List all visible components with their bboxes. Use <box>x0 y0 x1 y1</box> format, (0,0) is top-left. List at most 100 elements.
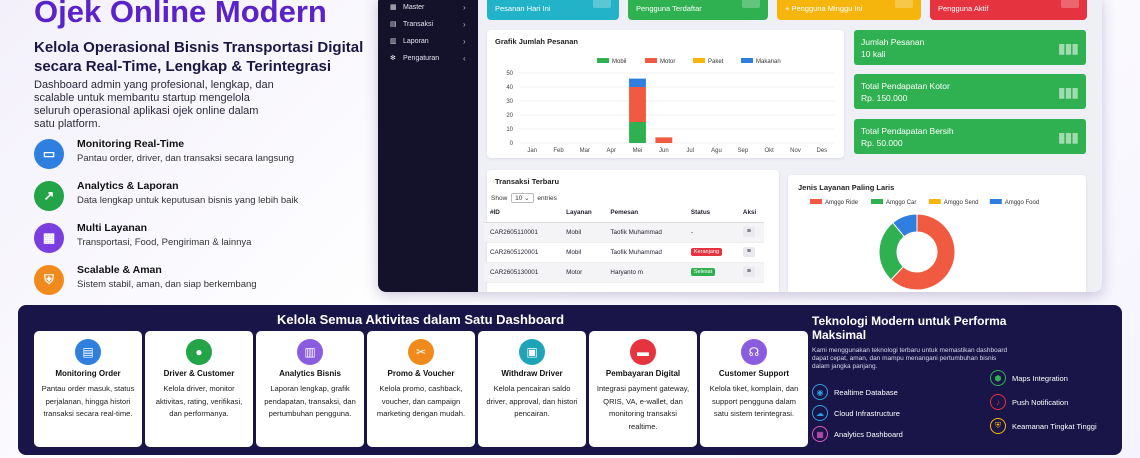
summary-value: 10 kali <box>861 49 886 59</box>
stat-icon <box>593 0 611 8</box>
card-customer-support: ☊ Customer Support Kelola tiket, komplai… <box>700 331 808 447</box>
wallet-icon: ▣ <box>519 339 545 365</box>
cell-status: Selesai <box>684 262 737 283</box>
cell-pemesan: Taofik Muhammad <box>604 222 685 243</box>
legend-swatch <box>989 199 1002 204</box>
chart-title: Grafik Jumlah Pesanan <box>495 37 578 46</box>
sidebar-item-label: Transaksi <box>403 21 434 28</box>
clipboard-icon: ▤ <box>75 339 101 365</box>
report-icon: ▥ <box>390 38 397 45</box>
show-label: Show <box>491 195 508 202</box>
card-title: Withdraw Driver <box>501 369 563 378</box>
headset-icon: ☊ <box>741 339 767 365</box>
stat-pesanan-hari-ini: Pesanan Hari Ini <box>487 0 619 20</box>
sidebar-item-transaksi[interactable]: ▤ Transaksi › <box>378 17 478 34</box>
cell-id: CAR2605110001 <box>484 222 561 243</box>
dashboard-mockup: ▦ Master › ▤ Transaksi › ▥ Laporan › ✻ P… <box>378 0 1102 292</box>
sidebar-item-pengaturan[interactable]: ✻ Pengaturan ‹ <box>378 51 478 68</box>
stat-icon <box>742 0 760 8</box>
table-header[interactable]: Aksi <box>736 204 764 223</box>
feature-title: Monitoring Real-Time <box>77 138 185 150</box>
feature-desc: Data lengkap untuk keputusan bisnis yang… <box>77 195 299 206</box>
table-row: CAR2605120001 Mobil Taofik Muhammad Kera… <box>484 242 764 263</box>
hero-title: Ojek Online Modern <box>34 0 327 29</box>
sidebar-item-master[interactable]: ▦ Master › <box>378 0 478 17</box>
tech-item-label: Push Notification <box>1012 398 1069 407</box>
y-tick-label: 30 <box>506 99 513 105</box>
tech-item-label: Analytics Dashboard <box>834 430 903 439</box>
pie-chart-card: Jenis Layanan Paling Laris Amggo Ride Amg… <box>788 175 1086 292</box>
card-title: Analytics Bisnis <box>279 369 341 378</box>
stat-label: Pesanan Hari Ini <box>495 4 551 13</box>
tech-item-label: Realtime Database <box>834 388 898 397</box>
summary-value: Rp. 50.000 <box>861 138 903 148</box>
y-tick-label: 50 <box>506 71 513 77</box>
tech-title: Teknologi Modern untuk Performa Maksimal <box>812 314 1007 342</box>
feature-multi-layanan: ▦ Multi Layanan Transportasi, Food, Peng… <box>34 222 364 255</box>
feature-desc: Sistem stabil, aman, dan siap berkembang <box>77 279 257 290</box>
table-header[interactable]: Pemesan <box>604 204 685 223</box>
card-analytics-bisnis: ▥ Analytics Bisnis Laporan lengkap, graf… <box>256 331 364 447</box>
bar-chart-card: Grafik Jumlah Pesanan 0 10 20 30 40 50 Jan Feb M… <box>487 30 844 158</box>
feature-analytics: ↗ Analytics & Laporan Data lengkap untuk… <box>34 180 364 213</box>
summary-value: Rp. 150.000 <box>861 93 908 103</box>
legend-swatch <box>871 199 883 204</box>
donut-chart: Amggo Ride Amggo Car Amggo Send Amggo Food <box>810 199 1039 291</box>
cell-aksi: ≡ <box>736 262 764 283</box>
card-icon: ▬ <box>630 339 656 365</box>
stat-pengguna-terdaftar: Pengguna Terdaftar <box>628 0 768 20</box>
entries-label: entries <box>537 195 557 202</box>
table-row: CAR2605130001 Motor Haryanto m Selesai ≡ <box>484 262 764 283</box>
stat-pengguna-aktif: Pengguna Aktif <box>930 0 1087 20</box>
table-header[interactable]: Status <box>684 204 737 223</box>
grid-icon: ▦ <box>390 4 397 11</box>
card-title: Pembayaran Digital <box>605 369 681 378</box>
x-tick-label: Des <box>816 148 827 154</box>
card-title: Monitoring Order <box>55 369 121 378</box>
table-header[interactable]: Layanan <box>560 204 605 223</box>
summary-label: Total Pendapatan Kotor <box>861 81 950 91</box>
y-tick-label: 0 <box>510 141 514 147</box>
slice-amggo-ride <box>890 213 956 291</box>
chevron-right-icon: › <box>463 37 466 46</box>
legend-label: Amggo Send <box>944 200 979 206</box>
lock-icon: ⛨ <box>990 418 1006 434</box>
legend-label: Motor <box>660 59 675 65</box>
monitor-icon: ▭ <box>34 139 64 169</box>
menu-icon[interactable]: ≡ <box>742 227 755 237</box>
y-tick-label: 20 <box>506 113 513 119</box>
bell-icon: ♪ <box>990 394 1006 410</box>
x-tick-label: Okt <box>764 148 774 154</box>
summary-jumlah-pesanan: Jumlah Pesanan 10 kali ▮▮▮ <box>854 30 1086 65</box>
sidebar-item-label: Master <box>403 4 425 11</box>
sidebar-item-label: Pengaturan <box>403 55 440 62</box>
legend-label: Paket <box>708 59 724 65</box>
x-tick-label: Agu <box>711 148 722 154</box>
ticket-icon: ✂ <box>408 339 434 365</box>
bar-chart: 0 10 20 30 40 50 Jan Feb Mar Apr Mei Jun Jul Agu Sep Ok… <box>506 58 835 154</box>
card-desc: Laporan lengkap, grafik pendapatan, tran… <box>264 384 356 418</box>
legend-swatch <box>693 58 705 63</box>
feature-scalable: ⛨ Scalable & Aman Sistem stabil, aman, d… <box>34 264 364 297</box>
legend-label: Mobil <box>612 59 626 65</box>
sidebar-item-laporan[interactable]: ▥ Laporan › <box>378 34 478 51</box>
legend-swatch <box>597 58 609 63</box>
stat-label: Pengguna Terdaftar <box>636 4 702 13</box>
entries-select[interactable]: 10 ⌄ <box>511 193 534 203</box>
card-monitoring-order: ▤ Monitoring Order Pantau order masuk, s… <box>34 331 142 447</box>
table-header[interactable]: #ID <box>484 204 561 223</box>
feature-desc: Pantau order, driver, dan transaksi seca… <box>77 153 295 164</box>
stat-icon <box>1061 0 1079 8</box>
cell-pemesan: Taofik Muhammad <box>604 242 685 263</box>
gear-icon: ✻ <box>390 55 396 62</box>
bar-chart-icon: ▮▮▮ <box>1057 84 1079 100</box>
chart-title: Jenis Layanan Paling Laris <box>798 183 895 192</box>
hero-subtitle: Kelola Operasional Bisnis Transportasi D… <box>34 39 364 75</box>
bar-chart-icon: ▮▮▮ <box>1057 40 1079 56</box>
features-banner: Kelola Semua Aktivitas dalam Satu Dashbo… <box>18 305 1122 455</box>
card-desc: Pantau order masuk, status perjalanan, h… <box>41 384 135 418</box>
banner-title: Kelola Semua Aktivitas dalam Satu Dashbo… <box>276 312 565 327</box>
bar-mobil <box>629 122 646 143</box>
menu-icon[interactable]: ≡ <box>742 247 755 257</box>
menu-icon[interactable]: ≡ <box>742 267 755 277</box>
